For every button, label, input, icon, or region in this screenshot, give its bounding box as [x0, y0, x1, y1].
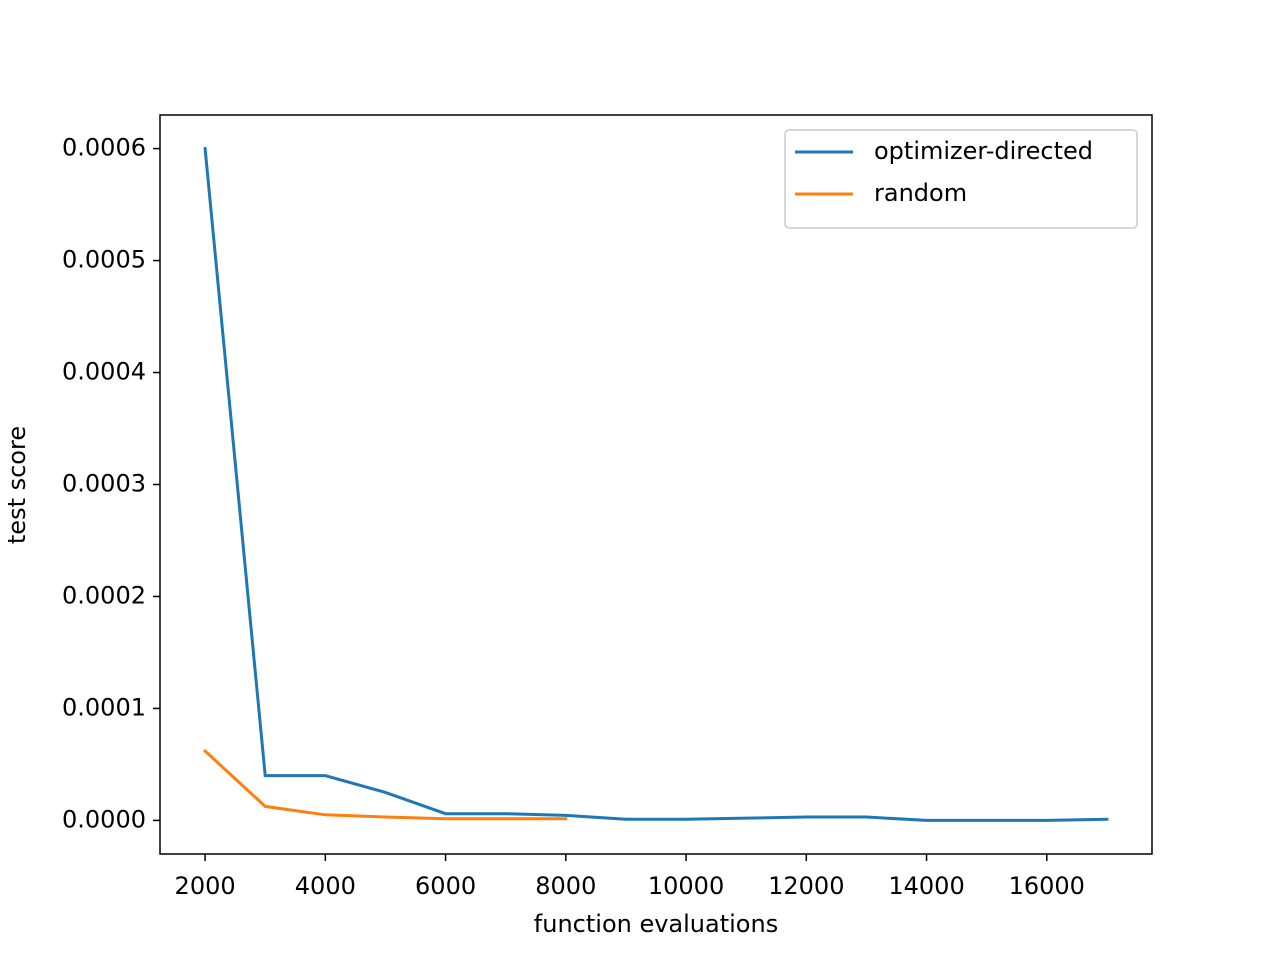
y-tick-label: 0.0004 — [62, 358, 146, 386]
y-tick-label: 0.0002 — [62, 581, 146, 609]
x-tick-label: 2000 — [175, 872, 236, 900]
y-tick-label: 0.0005 — [62, 246, 146, 274]
x-tick-label: 4000 — [295, 872, 356, 900]
x-axis-label: function evaluations — [534, 910, 778, 938]
y-tick-label: 0.0003 — [62, 470, 146, 498]
x-tick-label: 10000 — [648, 872, 724, 900]
x-tick-label: 16000 — [1009, 872, 1085, 900]
y-tick-label: 0.0006 — [62, 134, 146, 162]
x-tick-label: 6000 — [415, 872, 476, 900]
y-axis-label: test score — [3, 426, 31, 544]
y-tick-label: 0.0000 — [62, 805, 146, 833]
x-tick-label: 8000 — [535, 872, 596, 900]
line-series — [202, 748, 568, 821]
line-series — [203, 146, 1109, 822]
plot-frame — [159, 114, 1153, 855]
x-tick-label: 12000 — [768, 872, 844, 900]
y-tick-label: 0.0001 — [62, 693, 146, 721]
legend-label: optimizer-directed — [874, 137, 1093, 165]
legend-label: random — [874, 179, 967, 207]
x-tick-label: 14000 — [888, 872, 964, 900]
legend-box — [784, 129, 1138, 229]
